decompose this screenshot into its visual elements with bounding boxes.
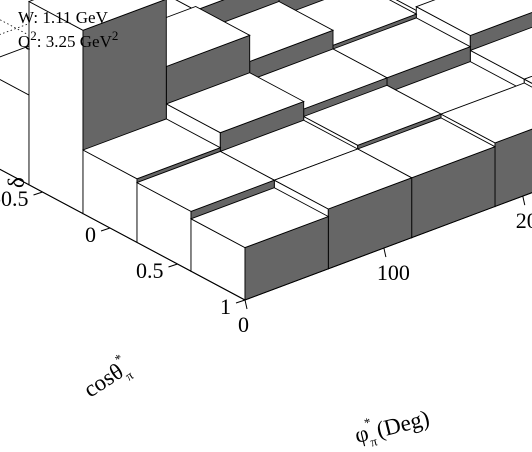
x-tick-label-2: 200 [516, 208, 532, 233]
bar-top-face [135, 150, 276, 212]
bar-top-face [439, 82, 532, 144]
bar-top-face [175, 0, 225, 11]
bar-0-4 [189, 187, 330, 301]
y-tick-mark-3 [168, 263, 178, 268]
x-tick-label-1: 100 [377, 260, 410, 285]
bars-layer [0, 0, 532, 301]
bar-top-face [469, 26, 532, 80]
y-tick-label-1: -0.5 [0, 186, 29, 211]
x-tick-label-0: 0 [238, 312, 249, 337]
q2-label: Q2: 3.25 GeV2 [18, 28, 118, 51]
bar-top-face [189, 187, 330, 249]
ticks-layer: 0100200300-1-0.500.510.50.60.70.80.91 [0, 186, 532, 337]
y-tick-label-3: 0.5 [136, 258, 164, 283]
x-axis-title: φπ*(Deg) [351, 400, 433, 452]
w-label: W: 1.11 GeV [18, 8, 109, 27]
x-tick-mark-2 [522, 196, 526, 206]
y-axis-title: cosθπ* [76, 350, 136, 406]
x-axis-line [244, 192, 532, 301]
bar-top-face [81, 118, 222, 180]
x-tick-mark-1 [383, 247, 387, 258]
z-axis-title: δ [4, 177, 29, 188]
bar-top-face [165, 72, 305, 134]
bar-top-face [523, 75, 532, 84]
bar-top-face [302, 84, 443, 146]
y-tick-mark-1 [33, 191, 43, 196]
y-tick-mark-2 [100, 227, 111, 232]
bar-top-face [273, 148, 413, 210]
y-tick-mark-4 [235, 299, 246, 304]
y-tick-label-2: 0 [85, 222, 96, 247]
x-tick-mark-0 [244, 299, 248, 310]
bar-top-face [27, 0, 166, 31]
y-tick-label-4: 1 [220, 294, 231, 319]
bar-top-face [415, 0, 532, 36]
